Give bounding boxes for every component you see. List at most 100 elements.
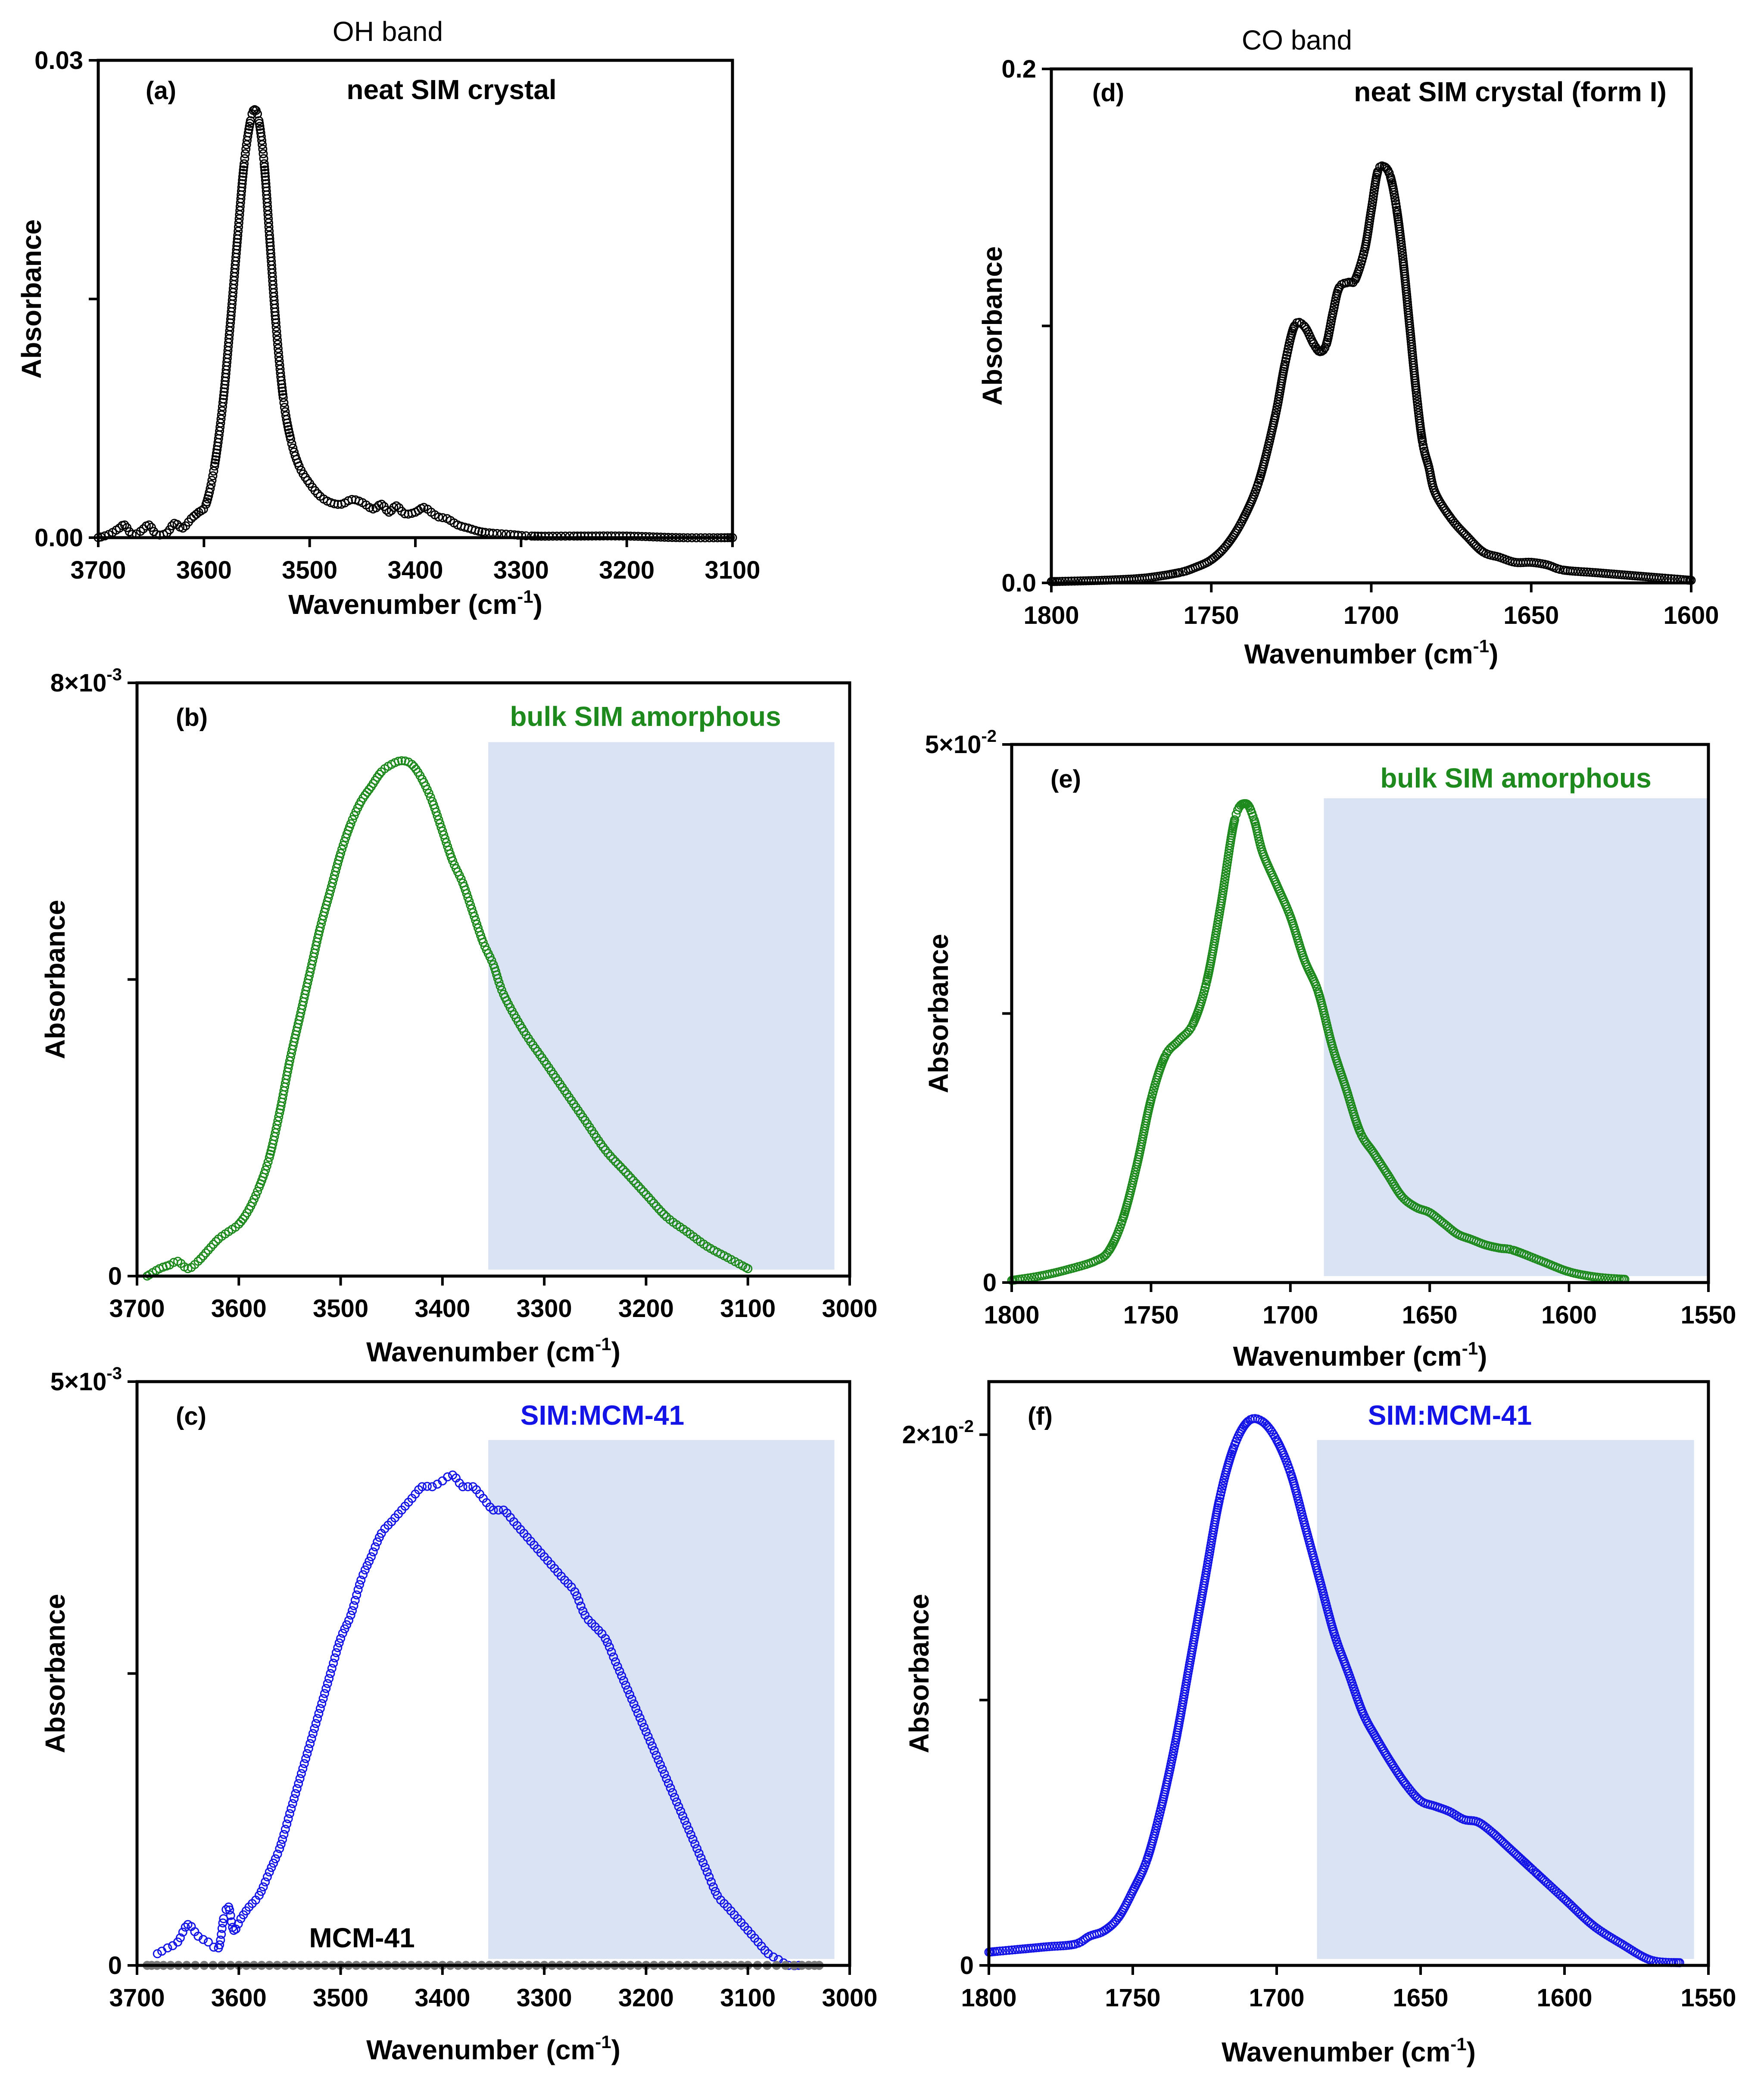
data-point [621,1168,630,1177]
x-tick-label: 3200 [618,1295,674,1323]
data-point [327,1664,337,1673]
data-point [175,1933,185,1943]
data-point [576,1601,586,1611]
data-point [238,172,247,181]
data-point [330,499,339,508]
data-point [621,1681,630,1690]
data-point [313,1714,322,1723]
data-point [648,1741,657,1750]
data-point [434,512,443,522]
data-point [206,1242,215,1252]
data-point [330,1653,340,1663]
data-point [344,1616,353,1625]
data-point [1412,397,1422,406]
x-tick-label: 1600 [1536,1984,1592,2012]
y-tick-label-exponent: -3 [106,665,122,684]
x-axis-label: Wavenumber (cm-1) [1244,636,1499,669]
data-point [273,344,283,353]
data-point [331,1648,341,1657]
data-point [333,1643,343,1652]
data-point [494,978,504,987]
data-point [324,1674,334,1683]
x-tick-label: 3200 [618,1984,674,2012]
data-point [707,1877,716,1887]
data-point [225,1905,234,1915]
data-point [1412,394,1422,404]
data-point [318,1694,328,1703]
data-point [656,1760,665,1769]
x-axis-label-end: ) [533,589,542,620]
x-tick-label: 1600 [1541,1301,1597,1329]
data-point [243,128,253,137]
y-tick-label: 0 [960,1952,974,1980]
y-tick-label-value: 5×10 [925,731,982,759]
data-point [397,756,406,766]
data-point [708,1882,718,1892]
data-point [217,1930,226,1939]
y-axis-label: Absorbance [16,219,47,379]
data-point [358,1570,368,1579]
data-point [355,1580,364,1589]
x-tick-label: 1550 [1680,1301,1736,1329]
data-point [234,1919,243,1929]
series-mcm-41 [143,1961,824,1970]
data-point [349,1601,358,1610]
data-point [277,383,287,392]
data-point [260,165,269,175]
data-point [207,476,217,485]
data-point [299,1759,309,1769]
data-point [649,1746,659,1755]
y-tick-label-value: 2×10 [902,1421,959,1449]
data-point [377,499,386,509]
data-point [670,1793,679,1802]
data-point [310,1724,319,1733]
data-point [238,168,248,178]
shaded-region [488,1440,835,1959]
y-tick-label: 2×10-2 [902,1417,974,1449]
y-axis-label: Absorbance [40,1594,71,1753]
x-tick-label: 1800 [961,1984,1016,2012]
x-tick-label: 3300 [517,1984,572,2012]
plot-frame [97,59,734,539]
data-point [240,159,249,168]
data-point [209,1943,218,1952]
data-point [283,418,292,428]
data-point [298,1764,308,1773]
data-point [1412,388,1421,398]
data-point [635,1713,645,1722]
data-point [654,1204,664,1214]
data-point [1061,576,1070,586]
data-point [253,1186,262,1196]
data-point [277,380,287,389]
x-axis-label: Wavenumber (cm-1) [366,1334,620,1367]
x-axis-label-sup: -1 [517,586,533,607]
data-point [659,1210,669,1219]
data-point [1044,1942,1054,1951]
data-point [1397,246,1407,255]
data-point [631,1179,641,1188]
data-point [569,531,579,541]
data-point [259,149,268,159]
data-point [493,974,502,983]
data-point [443,1472,452,1482]
data-point [646,1196,656,1205]
data-point [618,1165,628,1174]
panel-tag: (c) [176,1402,206,1430]
data-point [211,455,220,464]
data-point [489,1505,498,1515]
data-point [692,1844,702,1853]
y-tick-label-value: 0 [108,1262,122,1290]
data-point [338,1628,347,1638]
data-point [1047,1942,1057,1951]
data-point [218,1918,228,1927]
series-label: SIM:MCM-41 [1368,1400,1532,1431]
data-point [295,1774,305,1783]
data-point [290,1794,299,1803]
shaded-region [1324,798,1708,1276]
data-point [261,1165,270,1175]
x-tick-label: 3400 [415,1295,470,1323]
series-bulk-sim-amorphous [1007,799,1630,1285]
y-tick-label-value: 8×10 [50,669,107,697]
x-tick-label: 3000 [822,1984,877,2012]
data-point [448,856,457,866]
